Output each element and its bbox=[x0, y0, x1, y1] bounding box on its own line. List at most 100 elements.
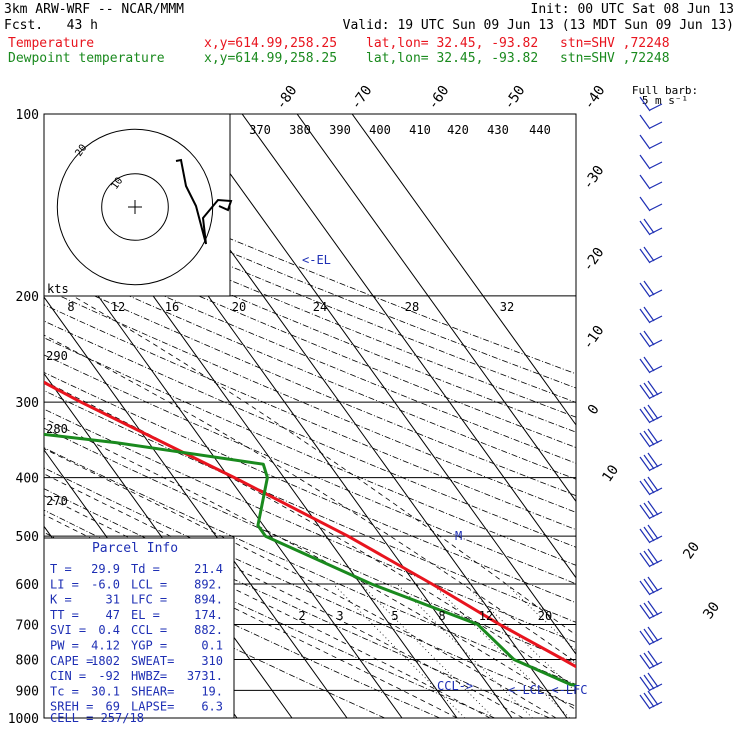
wind-barb bbox=[639, 154, 663, 170]
theta-label: 390 bbox=[329, 123, 351, 137]
wind-barb-staff bbox=[649, 701, 663, 709]
parcel-value: 69 bbox=[106, 700, 120, 714]
mixing-ratio-label: 2 bbox=[298, 609, 305, 623]
wind-barb-staff bbox=[649, 339, 663, 347]
wind-barb-staff bbox=[649, 611, 663, 619]
wind-barb bbox=[639, 330, 663, 348]
wind-barb-staff bbox=[649, 487, 663, 495]
theta-label: 420 bbox=[447, 123, 469, 137]
wind-barb-flag bbox=[647, 452, 659, 468]
moist-adiabat bbox=[44, 514, 458, 718]
wind-barb bbox=[639, 174, 663, 190]
parcel-frame bbox=[43, 537, 235, 719]
wind-barb-flag bbox=[639, 154, 651, 170]
dry-adiabat bbox=[44, 408, 576, 643]
pressure-label: 400 bbox=[16, 472, 39, 487]
parcel-key: LCL = bbox=[131, 577, 167, 591]
isotherm-line bbox=[44, 296, 348, 718]
wind-barb bbox=[639, 428, 663, 448]
mixing-ratio-label: 12 bbox=[479, 609, 493, 623]
parcel-value: 30.1 bbox=[91, 684, 120, 698]
parcel-cell: CELL = 257/18 bbox=[50, 711, 144, 725]
isotherm-label: -80 bbox=[273, 83, 301, 113]
mixing-ratio-label: 8 bbox=[438, 609, 445, 623]
wind-barb-flag bbox=[643, 246, 655, 262]
wind-barb-staff bbox=[649, 439, 663, 447]
wind-barb bbox=[639, 690, 663, 710]
wind-barbs: Full barb:5 m s⁻¹ bbox=[632, 84, 698, 710]
wind-barb-staff bbox=[649, 559, 663, 567]
hodograph-ring-label: 28 bbox=[405, 300, 419, 314]
hodograph-ring-label: 32 bbox=[500, 300, 514, 314]
wind-barb-flag bbox=[639, 332, 651, 348]
parcel-key: HWBZ= bbox=[131, 669, 167, 683]
wind-barb bbox=[639, 404, 663, 424]
wind-barb-staff bbox=[649, 511, 663, 519]
wind-barb bbox=[639, 626, 663, 646]
dewpoint-latlon: lat,lon= 32.45, -93.82 bbox=[366, 51, 539, 66]
wind-barb-flag bbox=[639, 408, 651, 424]
parcel-key: TT = bbox=[50, 608, 79, 622]
temperature-latlon: lat,lon= 32.45, -93.82 bbox=[366, 36, 539, 51]
wind-barb-flag bbox=[643, 652, 655, 668]
wind-barb-staff bbox=[649, 365, 663, 373]
mixing-ratio-line bbox=[505, 583, 576, 651]
wind-barb bbox=[639, 476, 663, 496]
isotherm-label: -40 bbox=[581, 83, 609, 113]
mixing-ratio-label: 3 bbox=[336, 609, 343, 623]
wind-barb-flag bbox=[647, 404, 659, 420]
wind-barb bbox=[639, 218, 663, 236]
wind-barb-flag bbox=[643, 578, 655, 594]
parcel-key: SVI = bbox=[50, 623, 86, 637]
wind-barb-staff bbox=[649, 161, 663, 169]
parcel-key: CCL = bbox=[131, 623, 167, 637]
pressure-label: 300 bbox=[16, 396, 39, 411]
temperature-profile bbox=[44, 380, 576, 669]
theta-label: 430 bbox=[487, 123, 509, 137]
dewpoint-legend: Dewpoint temperature bbox=[8, 51, 165, 66]
wind-barb-flag bbox=[643, 306, 655, 322]
pressure-label: 800 bbox=[16, 653, 39, 668]
wind-barb-flag bbox=[643, 478, 655, 494]
wind-barb-flag bbox=[639, 654, 651, 670]
wind-barb-flag bbox=[639, 694, 651, 710]
parcel-key: SHEAR= bbox=[131, 684, 174, 698]
theta-label: 370 bbox=[249, 123, 271, 137]
hodograph-ring-label: 8 bbox=[67, 300, 74, 314]
parcel-key: K = bbox=[50, 593, 72, 607]
isotherm-line bbox=[241, 114, 576, 579]
pressure-label: 900 bbox=[16, 684, 39, 699]
theta-label: 440 bbox=[529, 123, 551, 137]
hodograph-ring-label: 12 bbox=[111, 300, 125, 314]
hodograph-ring-label: 20 bbox=[232, 300, 246, 314]
hodograph-ring-label: 24 bbox=[313, 300, 327, 314]
wind-barb-flag bbox=[643, 526, 655, 542]
parcel-key: SREH = bbox=[50, 700, 93, 714]
wind-barb-flag bbox=[639, 456, 651, 472]
isotherm-label: -10 bbox=[580, 323, 608, 353]
wind-legend-title: Full barb: bbox=[632, 84, 698, 97]
wind-barb-staff bbox=[649, 661, 663, 669]
wind-barb-flag bbox=[647, 500, 659, 516]
theta-low-label: 270 bbox=[46, 494, 68, 508]
wind-barb bbox=[639, 380, 663, 400]
parcel-key: PW = bbox=[50, 639, 79, 653]
wind-barb-flag bbox=[647, 428, 659, 444]
parcel-key: CAPE = bbox=[50, 654, 93, 668]
wind-barb-flag bbox=[643, 674, 655, 690]
pressure-label: 100 bbox=[16, 108, 39, 123]
isotherm-label: 20 bbox=[680, 539, 703, 562]
dry-adiabat bbox=[44, 257, 576, 480]
wind-barb-flag bbox=[639, 220, 651, 236]
wind-barb bbox=[639, 500, 663, 520]
moist-adiabat bbox=[44, 448, 557, 718]
wind-barb-flag bbox=[643, 406, 655, 422]
wind-barb-flag bbox=[647, 476, 659, 492]
dewpoint-station: stn=SHV ,72248 bbox=[560, 51, 670, 66]
wind-barb-flag bbox=[643, 454, 655, 470]
dry-adiabat bbox=[44, 337, 576, 566]
wind-barb-staff bbox=[649, 181, 663, 189]
theta-low-label: 290 bbox=[46, 349, 68, 363]
parcel-value: 31 bbox=[106, 593, 120, 607]
